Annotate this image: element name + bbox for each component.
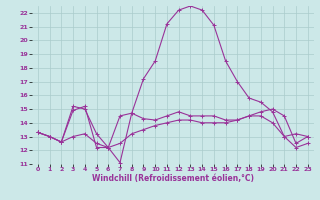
X-axis label: Windchill (Refroidissement éolien,°C): Windchill (Refroidissement éolien,°C) xyxy=(92,174,254,183)
